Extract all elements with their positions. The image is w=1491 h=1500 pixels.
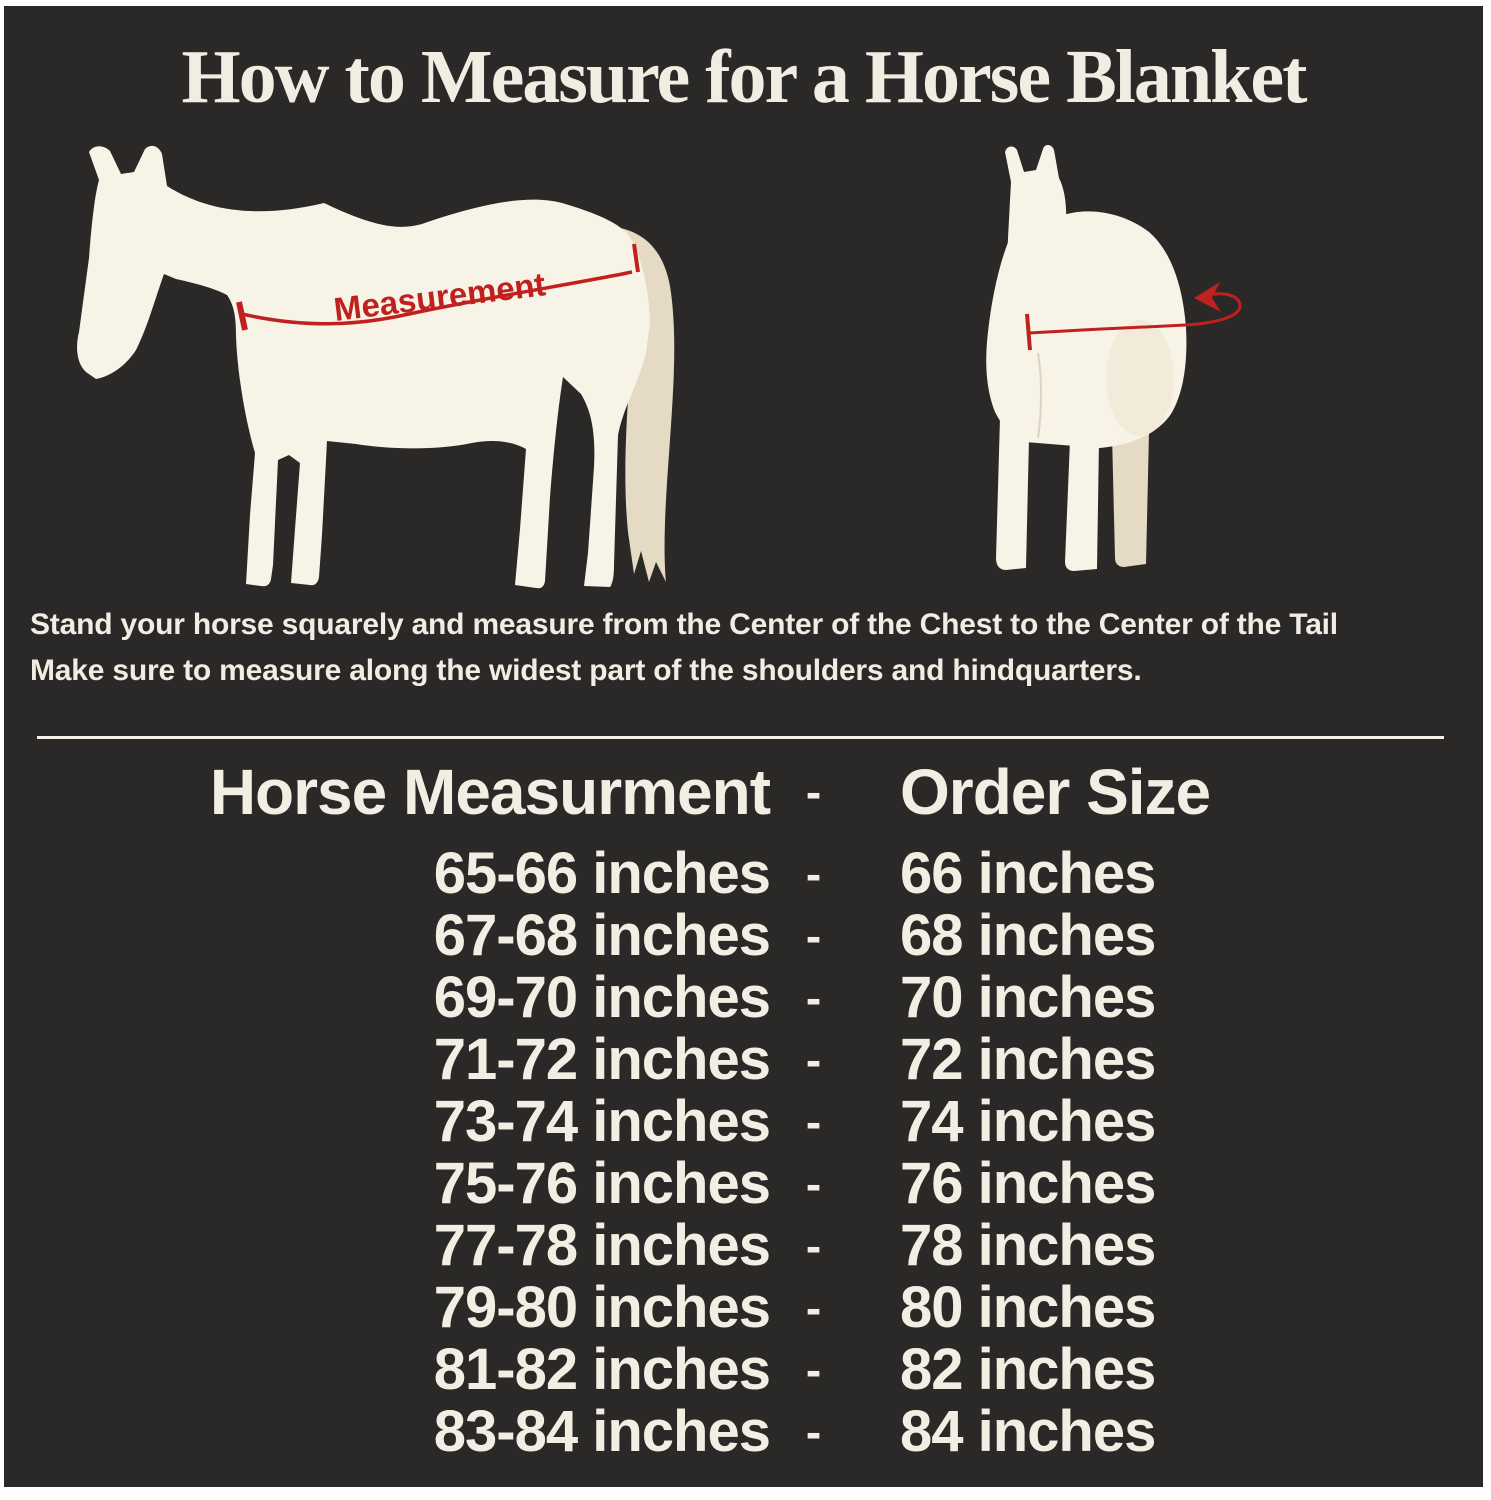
row-dash: - [805, 971, 821, 1024]
row-dash: - [805, 1157, 821, 1210]
row-order-size: 66 inches [900, 841, 1156, 906]
front-horse-shading [1106, 320, 1174, 436]
row-measurement: 67-68 inches [433, 903, 771, 968]
section-divider [37, 736, 1444, 739]
row-order-size: 82 inches [900, 1337, 1156, 1402]
measurement-start-tick [236, 301, 248, 331]
row-dash: - [805, 1095, 821, 1148]
row-dash: - [805, 1343, 821, 1396]
table-row: 65-66 inches - 66 inches [4, 840, 1483, 906]
row-measurement: 75-76 inches [433, 1151, 771, 1216]
instructions-line-1: Stand your horse squarely and measure fr… [30, 608, 1338, 641]
side-horse-illustration: Measurement [77, 145, 675, 589]
front-horse-left-leg [996, 418, 1029, 570]
measurement-line [241, 270, 633, 326]
infographic-panel: How to Measure for a Horse Blanket Measu… [4, 6, 1483, 1487]
row-dash: - [805, 1219, 821, 1272]
row-order-size: 74 inches [900, 1089, 1156, 1154]
table-row: 77-78 inches - 78 inches [4, 1212, 1483, 1278]
row-measurement: 79-80 inches [433, 1275, 771, 1340]
row-measurement: 81-82 inches [433, 1337, 771, 1402]
size-table-rows: 65-66 inches - 66 inches 67-68 inches - … [4, 840, 1483, 1464]
table-row: 83-84 inches - 84 inches [4, 1398, 1483, 1464]
front-horse-illustration [986, 144, 1242, 571]
row-measurement: 65-66 inches [433, 841, 771, 906]
table-row: 81-82 inches - 82 inches [4, 1336, 1483, 1402]
row-order-size: 84 inches [900, 1399, 1156, 1464]
row-order-size: 78 inches [900, 1213, 1156, 1278]
row-measurement: 71-72 inches [433, 1027, 771, 1092]
table-row: 67-68 inches - 68 inches [4, 902, 1483, 968]
row-measurement: 69-70 inches [433, 965, 771, 1030]
front-horse-head [1005, 144, 1067, 298]
girth-line [1028, 292, 1242, 335]
front-horse-right-leg [1065, 440, 1099, 571]
table-row: 71-72 inches - 72 inches [4, 1026, 1483, 1092]
instructions-line-2: Make sure to measure along the widest pa… [30, 654, 1142, 687]
page-title: How to Measure for a Horse Blanket [181, 35, 1308, 119]
table-row: 75-76 inches - 76 inches [4, 1150, 1483, 1216]
row-order-size: 76 inches [900, 1151, 1156, 1216]
row-dash: - [805, 909, 821, 962]
row-order-size: 68 inches [900, 903, 1156, 968]
table-row: 69-70 inches - 70 inches [4, 964, 1483, 1030]
header-separator: - [805, 766, 821, 818]
header-order-column: Order Size [900, 756, 1211, 828]
size-table: Horse Measurment - Order Size 65-66 inch… [4, 748, 1483, 1464]
front-horse-hind-leg [1112, 432, 1149, 567]
row-measurement: 83-84 inches [433, 1399, 771, 1464]
row-measurement: 73-74 inches [433, 1089, 771, 1154]
row-order-size: 70 inches [900, 965, 1156, 1030]
instructions-text: Stand your horse squarely and measure fr… [30, 602, 1473, 694]
horse-body [77, 145, 650, 589]
row-measurement: 77-78 inches [433, 1213, 771, 1278]
row-order-size: 72 inches [900, 1027, 1156, 1092]
girth-arrowhead [1194, 282, 1221, 312]
row-dash: - [805, 1405, 821, 1458]
row-order-size: 80 inches [900, 1275, 1156, 1340]
table-row: 79-80 inches - 80 inches [4, 1274, 1483, 1340]
girth-start-tick [1025, 313, 1032, 351]
header-measurement-column: Horse Measurment [209, 756, 771, 828]
front-horse-chest-line [1037, 352, 1042, 439]
size-table-header: Horse Measurment - Order Size [4, 748, 1483, 836]
row-dash: - [805, 1033, 821, 1086]
row-dash: - [805, 1281, 821, 1334]
row-dash: - [805, 847, 821, 900]
measurement-end-tick [632, 243, 640, 273]
table-row: 73-74 inches - 74 inches [4, 1088, 1483, 1154]
